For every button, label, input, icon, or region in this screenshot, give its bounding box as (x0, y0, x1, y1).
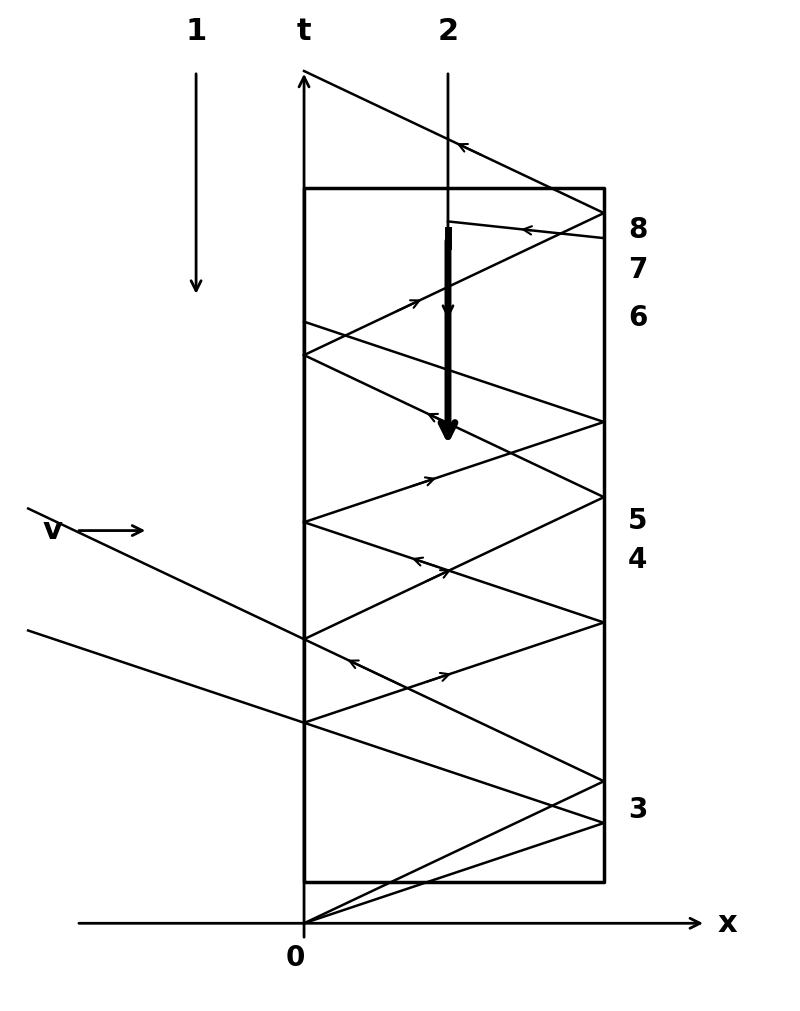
Text: t: t (297, 17, 311, 45)
Text: 0: 0 (286, 944, 305, 973)
Text: x: x (718, 909, 738, 938)
Text: 8: 8 (628, 215, 647, 244)
Text: v: v (42, 516, 62, 545)
Text: 1: 1 (186, 17, 206, 45)
Text: 6: 6 (628, 303, 647, 332)
Text: 5: 5 (628, 507, 647, 535)
Text: 2: 2 (438, 17, 458, 45)
Text: 3: 3 (628, 797, 647, 825)
Text: 7: 7 (628, 256, 647, 284)
Text: 4: 4 (628, 546, 647, 574)
